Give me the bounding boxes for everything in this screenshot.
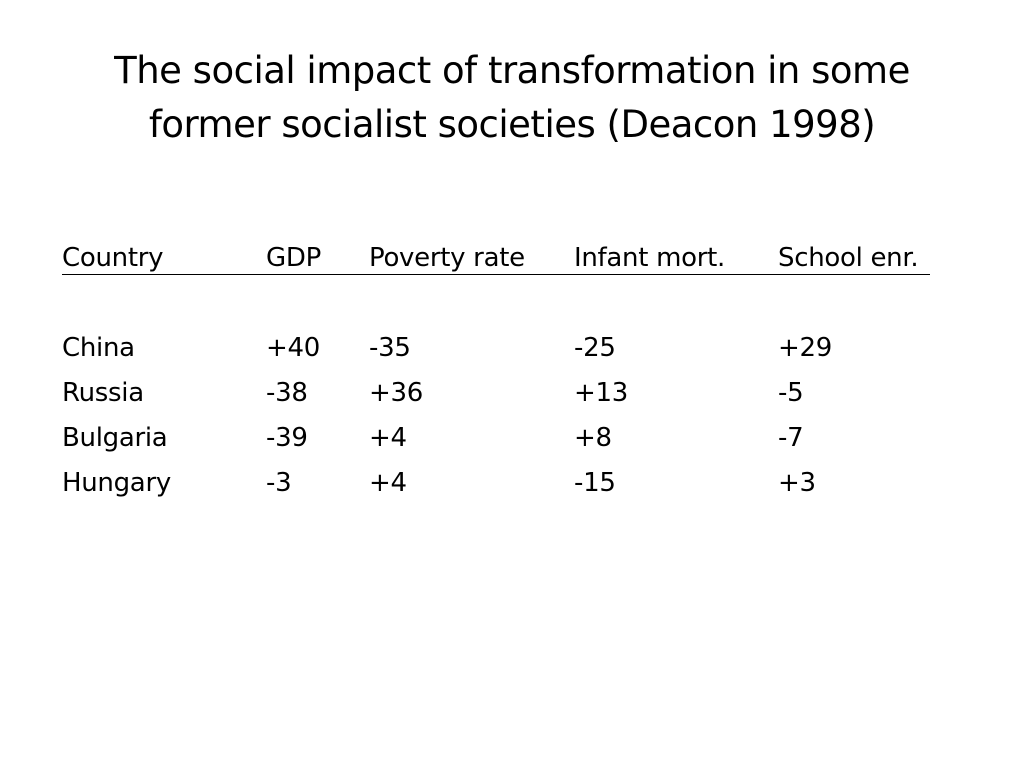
cell-gdp: +40 [266,333,320,363]
header-underline [62,274,930,275]
title-line-1: The social impact of transformation in s… [114,49,910,92]
header-infant-mort: Infant mort. [574,243,725,273]
slide-title: The social impact of transformation in s… [40,44,984,152]
cell-poverty-rate: +4 [369,423,407,453]
cell-country: China [62,333,135,363]
header-gdp: GDP [266,243,321,273]
cell-infant-mort: -25 [574,333,616,363]
cell-country: Bulgaria [62,423,168,453]
cell-school-enr: +3 [778,468,816,498]
cell-school-enr: -7 [778,423,804,453]
cell-gdp: -39 [266,423,308,453]
cell-country: Hungary [62,468,171,498]
cell-infant-mort: +8 [574,423,612,453]
cell-poverty-rate: +4 [369,468,407,498]
cell-school-enr: +29 [778,333,832,363]
cell-infant-mort: -15 [574,468,616,498]
cell-gdp: -38 [266,378,308,408]
cell-country: Russia [62,378,144,408]
title-line-2: former socialist societies (Deacon 1998) [148,103,876,146]
header-country: Country [62,243,164,273]
cell-gdp: -3 [266,468,292,498]
cell-poverty-rate: +36 [369,378,423,408]
cell-school-enr: -5 [778,378,804,408]
header-poverty-rate: Poverty rate [369,243,525,273]
header-school-enr: School enr. [778,243,919,273]
cell-poverty-rate: -35 [369,333,411,363]
cell-infant-mort: +13 [574,378,628,408]
